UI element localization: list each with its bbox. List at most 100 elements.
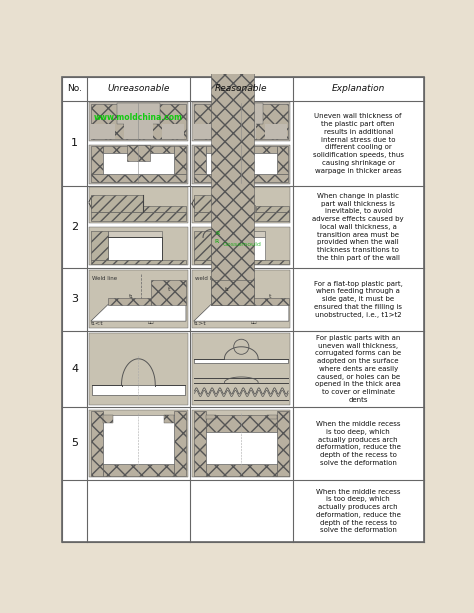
Bar (103, 415, 173, 464)
Bar (192, 145, 291, 184)
Bar (192, 333, 291, 405)
Bar (174, 146, 185, 173)
Bar (192, 409, 291, 478)
Bar (127, 145, 150, 161)
Text: t₁: t₁ (225, 287, 229, 292)
Bar (108, 298, 151, 305)
Bar (91, 411, 103, 476)
Text: weld line: weld line (195, 276, 220, 281)
Bar (206, 464, 276, 476)
Bar (194, 359, 288, 363)
Text: t₁>t: t₁>t (194, 321, 207, 326)
Text: 3: 3 (71, 294, 78, 304)
Bar (89, 145, 188, 184)
Text: 2: 2 (71, 222, 78, 232)
Text: 5: 5 (71, 438, 78, 449)
Text: Unreasonable: Unreasonable (107, 84, 170, 93)
Text: R: R (216, 231, 220, 237)
Text: 浇口: 浇口 (148, 318, 155, 324)
Bar (89, 333, 188, 405)
Polygon shape (108, 237, 162, 259)
Bar (206, 415, 216, 419)
Bar (194, 124, 218, 139)
Text: Uneven wall thickness of
the plastic part often
results in additional
internal s: Uneven wall thickness of the plastic par… (313, 113, 404, 173)
Text: Gossamould: Gossamould (222, 242, 261, 247)
Bar (194, 173, 289, 182)
Bar (91, 124, 115, 139)
Text: $L\geq3t-10t$: $L\geq3t-10t$ (225, 213, 258, 221)
Bar (91, 231, 108, 259)
Polygon shape (194, 305, 289, 321)
Bar (143, 205, 186, 212)
Text: www.moldchina.com: www.moldchina.com (94, 113, 183, 122)
Bar (194, 411, 206, 476)
Bar (89, 102, 188, 141)
Bar (194, 195, 222, 212)
Bar (162, 124, 183, 139)
Text: t: t (196, 201, 198, 206)
Bar (103, 153, 174, 173)
Bar (229, 153, 253, 161)
Text: t₁: t₁ (129, 294, 134, 299)
Bar (192, 102, 291, 141)
Bar (89, 409, 188, 478)
Bar (117, 103, 160, 124)
Polygon shape (91, 305, 186, 321)
Text: L: L (234, 184, 237, 189)
Bar (91, 195, 143, 212)
Polygon shape (222, 195, 255, 212)
Polygon shape (211, 237, 265, 259)
Bar (194, 231, 211, 259)
Bar (124, 106, 153, 139)
Bar (91, 146, 103, 173)
Text: 浇口: 浇口 (251, 318, 257, 324)
Bar (173, 411, 186, 476)
Text: Reasonable: Reasonable (215, 84, 267, 93)
Bar (164, 415, 173, 423)
Bar (89, 227, 188, 265)
Bar (206, 415, 276, 432)
Bar (194, 104, 289, 139)
Text: 4: 4 (71, 364, 78, 374)
Bar (206, 146, 277, 153)
Text: Weld line: Weld line (92, 276, 118, 281)
Bar (211, 280, 254, 305)
Bar (277, 146, 289, 173)
Bar (219, 103, 263, 124)
Bar (276, 411, 289, 476)
Text: t: t (96, 201, 98, 206)
Text: For plastic parts with an
uneven wall thickness,
corrugated forms can be
adopted: For plastic parts with an uneven wall th… (315, 335, 401, 403)
Text: 1: 1 (71, 139, 78, 148)
Bar (91, 104, 185, 139)
Text: No.: No. (67, 84, 82, 93)
Bar (211, 58, 254, 305)
Bar (194, 146, 206, 173)
Bar (206, 153, 277, 173)
Bar (267, 415, 276, 419)
Text: t: t (269, 294, 271, 299)
Bar (194, 259, 289, 264)
Text: When the middle recess
is too deep, which
actually produces arch
deformation, re: When the middle recess is too deep, whic… (316, 421, 401, 466)
Polygon shape (211, 231, 265, 237)
Bar (103, 146, 174, 153)
Text: For a flat-top plastic part,
when feeding through a
side gate, it must be
ensure: For a flat-top plastic part, when feedin… (314, 281, 402, 318)
Text: t₁<t: t₁<t (91, 321, 103, 326)
Bar (192, 227, 291, 265)
Bar (227, 106, 256, 139)
Bar (89, 270, 188, 328)
Bar (91, 259, 186, 264)
Bar (91, 384, 185, 395)
Bar (103, 415, 113, 423)
Bar (192, 270, 291, 328)
Bar (192, 187, 291, 223)
Bar (89, 187, 188, 223)
Bar (254, 298, 289, 305)
Bar (255, 205, 289, 212)
Bar (91, 212, 186, 221)
Text: R: R (215, 240, 219, 245)
Bar (194, 212, 289, 221)
Text: t: t (168, 287, 170, 292)
Bar (91, 173, 185, 182)
Text: When the middle recess
is too deep, which
actually produces arch
deformation, re: When the middle recess is too deep, whic… (316, 489, 401, 533)
Bar (151, 280, 186, 305)
